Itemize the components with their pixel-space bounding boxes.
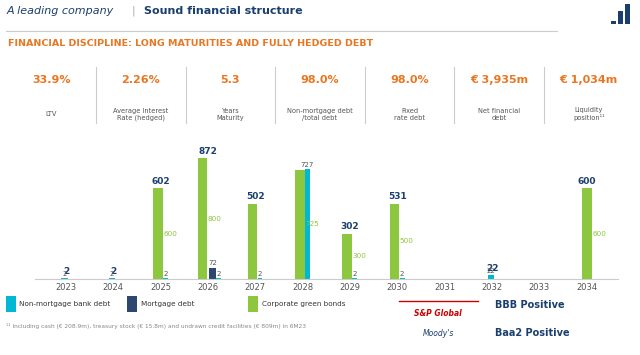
Text: 600: 600 — [592, 231, 606, 236]
Bar — [6, 295, 17, 312]
Text: 602: 602 — [152, 177, 170, 186]
Text: 2: 2 — [110, 267, 116, 276]
Text: Mortgage debt: Mortgage debt — [141, 301, 194, 306]
Bar — [488, 275, 494, 279]
Bar — [342, 234, 352, 279]
Text: Moody's: Moody's — [422, 329, 454, 338]
Text: 2: 2 — [163, 271, 168, 277]
Text: 2: 2 — [109, 271, 114, 277]
Bar — [582, 189, 591, 279]
Text: 98.0%: 98.0% — [390, 75, 429, 85]
Text: 22: 22 — [486, 268, 495, 274]
Text: 98.0%: 98.0% — [301, 75, 339, 85]
Bar — [153, 189, 163, 279]
Text: |: | — [131, 6, 135, 16]
Bar — [248, 203, 257, 279]
Text: 800: 800 — [207, 215, 221, 222]
FancyBboxPatch shape — [618, 11, 623, 24]
Text: 302: 302 — [340, 222, 360, 231]
Text: 727: 727 — [301, 162, 314, 168]
Text: 502: 502 — [246, 192, 265, 201]
Text: Sound financial structure: Sound financial structure — [144, 6, 303, 16]
Bar — [127, 295, 138, 312]
Text: € 3,935m: € 3,935m — [470, 75, 528, 85]
Text: 2: 2 — [400, 271, 404, 277]
Bar — [248, 295, 259, 312]
Bar — [305, 169, 310, 279]
Text: 2: 2 — [63, 267, 69, 276]
Text: 2: 2 — [258, 271, 262, 277]
Text: 2: 2 — [353, 271, 357, 277]
Text: 2.26%: 2.26% — [122, 75, 160, 85]
Bar — [295, 170, 305, 279]
Bar — [209, 268, 216, 279]
Text: LTV: LTV — [45, 111, 57, 118]
Text: Net financial
debt: Net financial debt — [478, 108, 520, 121]
Bar — [390, 203, 399, 279]
Text: FINANCIAL DISCIPLINE: LONG MATURITIES AND FULLY HEDGED DEBT: FINANCIAL DISCIPLINE: LONG MATURITIES AN… — [8, 39, 373, 48]
Text: ¹¹ Including cash (€ 208.9m), treasury stock (€ 15.8m) and undrawn credit facili: ¹¹ Including cash (€ 208.9m), treasury s… — [6, 323, 307, 329]
Text: 600: 600 — [577, 177, 596, 186]
Text: A leading company: A leading company — [6, 6, 114, 16]
Text: 5.3: 5.3 — [221, 75, 240, 85]
Text: BBB Positive: BBB Positive — [495, 300, 564, 311]
Text: S&P Global: S&P Global — [414, 309, 462, 318]
Text: Fixed
rate debt: Fixed rate debt — [394, 108, 425, 121]
Text: Non-mortgage debt
/total debt: Non-mortgage debt /total debt — [287, 108, 353, 121]
Text: 72: 72 — [209, 260, 217, 266]
Text: € 1,034m: € 1,034m — [559, 75, 618, 85]
Text: 600: 600 — [163, 231, 177, 236]
Text: 725: 725 — [305, 221, 319, 227]
Text: 22: 22 — [486, 264, 499, 273]
FancyBboxPatch shape — [611, 21, 616, 24]
Text: 531: 531 — [388, 192, 407, 201]
Text: 2: 2 — [216, 271, 221, 277]
Bar — [198, 158, 207, 279]
Text: Average Interest
Rate (hedged): Average Interest Rate (hedged) — [113, 108, 168, 121]
Text: Years
Maturity: Years Maturity — [216, 108, 244, 121]
Text: 2: 2 — [62, 271, 67, 277]
Text: Baa2 Positive: Baa2 Positive — [495, 328, 570, 338]
Text: Liquidity
position¹¹: Liquidity position¹¹ — [573, 107, 605, 121]
Text: 33.9%: 33.9% — [32, 75, 70, 85]
Text: Non-mortgage bank debt: Non-mortgage bank debt — [19, 301, 111, 306]
FancyBboxPatch shape — [625, 4, 630, 24]
Text: 872: 872 — [198, 147, 218, 156]
Text: 300: 300 — [353, 253, 366, 259]
Text: Corporate green bonds: Corporate green bonds — [262, 301, 345, 306]
Text: 500: 500 — [400, 238, 413, 244]
